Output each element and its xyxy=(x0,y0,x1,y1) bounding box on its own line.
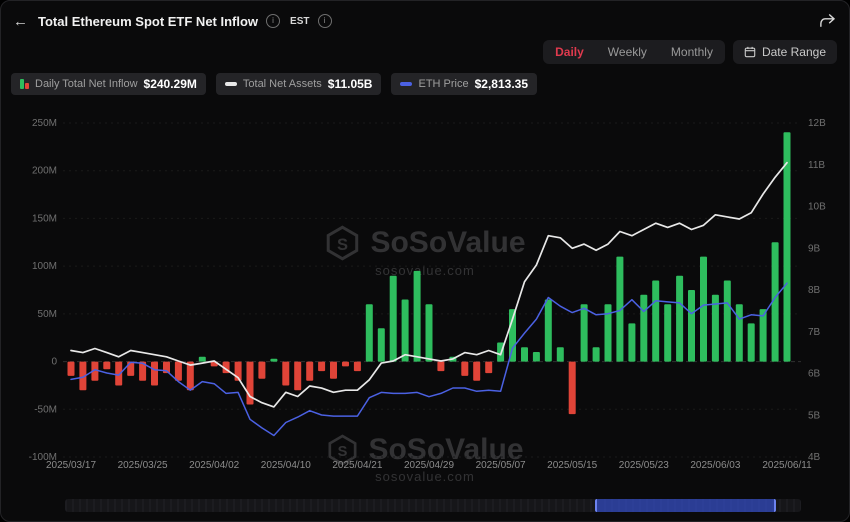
header: ← Total Ethereum Spot ETF Net Inflow i E… xyxy=(1,1,849,33)
svg-text:100M: 100M xyxy=(32,261,57,272)
net-assets-line[interactable] xyxy=(70,161,788,408)
legend-daily-net-inflow[interactable]: Daily Total Net Inflow $240.29M xyxy=(11,73,206,95)
svg-text:2025/04/29: 2025/04/29 xyxy=(404,460,454,471)
hexagon-logo-icon: S xyxy=(326,434,358,466)
net-assets-line-icon xyxy=(224,82,237,86)
legend-label: Total Net Assets xyxy=(242,78,322,90)
watermark-brand: SoSoValue xyxy=(368,433,524,466)
svg-text:2025/03/25: 2025/03/25 xyxy=(118,460,168,471)
date-range-label: Date Range xyxy=(761,45,826,59)
legend-value: $11.05B xyxy=(327,77,373,91)
share-icon[interactable] xyxy=(819,14,835,28)
inflow-bars-icon xyxy=(20,79,29,89)
left-axis-labels: -100M -50M 0 50M 100M 150M 200M 250M xyxy=(29,118,58,463)
eth-price-line-icon xyxy=(400,82,413,86)
svg-text:200M: 200M xyxy=(32,166,57,177)
svg-text:9B: 9B xyxy=(808,243,821,254)
chart-legend: Daily Total Net Inflow $240.29M Total Ne… xyxy=(1,64,849,95)
svg-text:2025/06/11: 2025/06/11 xyxy=(762,460,812,471)
svg-text:50M: 50M xyxy=(38,309,57,320)
watermark-brand: SoSoValue xyxy=(370,226,526,259)
watermark-center: S SoSoValue sosovalue.com xyxy=(324,225,526,278)
legend-eth-price[interactable]: ETH Price $2,813.35 xyxy=(391,73,537,95)
svg-text:12B: 12B xyxy=(808,118,826,129)
tab-weekly[interactable]: Weekly xyxy=(607,45,647,59)
title-info-icon[interactable]: i xyxy=(266,14,281,28)
legend-label: ETH Price xyxy=(418,78,469,90)
chart-navigator[interactable] xyxy=(65,499,801,512)
calendar-icon xyxy=(744,46,756,58)
date-range-button[interactable]: Date Range xyxy=(732,40,837,64)
watermark-bottom: S SoSoValue sosovalue.com xyxy=(326,433,524,484)
svg-text:6B: 6B xyxy=(808,369,821,380)
svg-text:2025/05/15: 2025/05/15 xyxy=(547,460,597,471)
chart-controls: Daily Weekly Monthly Date Range xyxy=(1,33,849,64)
watermark-domain: sosovalue.com xyxy=(375,263,475,278)
tab-daily[interactable]: Daily xyxy=(555,45,584,59)
svg-text:7B: 7B xyxy=(808,327,821,338)
timezone-label: EST xyxy=(290,15,310,27)
navigator-selection[interactable] xyxy=(594,499,776,512)
svg-text:11B: 11B xyxy=(808,160,825,171)
legend-value: $240.29M xyxy=(143,77,197,91)
right-axis-labels: 4B 5B 6B 7B 8B 9B 10B 11B 12B xyxy=(808,118,826,463)
combo-chart[interactable]: -100M -50M 0 50M 100M 150M 200M 250M 4B 5B 6B 7B 8B 9… xyxy=(1,107,850,475)
svg-text:5B: 5B xyxy=(808,410,821,421)
page-title: Total Ethereum Spot ETF Net Inflow xyxy=(38,13,259,29)
svg-text:2025/04/02: 2025/04/02 xyxy=(189,460,239,471)
svg-text:8B: 8B xyxy=(808,285,821,296)
frequency-tabs: Daily Weekly Monthly xyxy=(543,40,725,64)
legend-value: $2,813.35 xyxy=(474,77,528,91)
chart-area[interactable]: S SoSoValue sosovalue.com S SoSoValue so… xyxy=(1,107,850,484)
eth-price-line[interactable] xyxy=(70,282,788,437)
watermark-domain: sosovalue.com xyxy=(375,469,475,484)
back-button[interactable]: ← xyxy=(13,12,28,30)
hexagon-logo-icon: S xyxy=(324,225,360,261)
svg-text:4B: 4B xyxy=(808,452,821,463)
svg-text:S: S xyxy=(338,444,348,460)
x-axis-labels: 2025/03/17 2025/03/25 2025/04/02 2025/04/10… xyxy=(46,460,812,471)
svg-text:S: S xyxy=(337,236,348,254)
tab-monthly[interactable]: Monthly xyxy=(670,45,713,59)
legend-label: Daily Total Net Inflow xyxy=(35,78,138,90)
svg-text:2025/04/10: 2025/04/10 xyxy=(261,460,311,471)
svg-text:2025/04/21: 2025/04/21 xyxy=(332,460,382,471)
legend-total-net-assets[interactable]: Total Net Assets $11.05B xyxy=(215,73,382,95)
net-inflow-bars[interactable] xyxy=(67,132,791,415)
svg-text:250M: 250M xyxy=(32,118,57,129)
svg-text:2025/03/17: 2025/03/17 xyxy=(46,460,96,471)
svg-text:-100M: -100M xyxy=(29,452,57,463)
svg-text:2025/05/07: 2025/05/07 xyxy=(476,460,526,471)
gridlines xyxy=(63,122,801,458)
svg-text:-50M: -50M xyxy=(34,404,57,415)
timezone-info-icon[interactable]: i xyxy=(317,14,332,28)
svg-text:0: 0 xyxy=(51,357,57,368)
svg-text:150M: 150M xyxy=(32,213,57,224)
svg-text:10B: 10B xyxy=(808,202,826,213)
svg-text:2025/05/23: 2025/05/23 xyxy=(619,460,669,471)
svg-text:2025/06/03: 2025/06/03 xyxy=(690,460,740,471)
